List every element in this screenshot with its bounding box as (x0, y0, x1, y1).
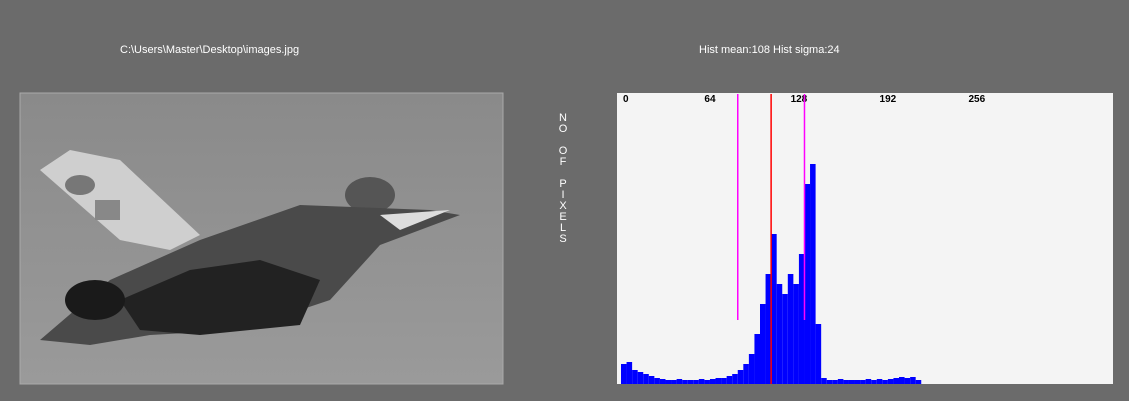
histogram-bar (765, 274, 772, 384)
image-preview (19, 92, 504, 385)
histogram-bar (687, 380, 694, 384)
histogram-bar (876, 379, 883, 384)
file-path: C:\Users\Master\Desktop\images.jpg (120, 44, 300, 56)
x-tick-label: 256 (968, 94, 985, 105)
histogram-bar (721, 378, 727, 384)
histogram-bar (654, 378, 660, 384)
histogram-bar (887, 379, 894, 384)
histogram-bar (659, 379, 666, 384)
histogram-bar (782, 294, 788, 384)
histogram-bar (832, 380, 838, 384)
histogram-bar (771, 234, 777, 384)
histogram-bar (798, 254, 805, 384)
x-tick-label: 192 (880, 94, 897, 105)
mean-label: Hist mean: (699, 44, 752, 56)
histogram-bar (682, 380, 688, 384)
histogram-bar (698, 379, 705, 384)
histogram-bar (709, 379, 716, 384)
histogram-bar (826, 380, 833, 384)
histogram-bar (743, 364, 749, 384)
x-tick-label: 0 (623, 94, 629, 105)
histogram-bar (693, 380, 699, 384)
histogram-bar (810, 164, 816, 384)
histogram-bar (865, 379, 872, 384)
histogram-bar (776, 284, 783, 384)
histogram-bar (787, 274, 794, 384)
histogram-bar (793, 284, 799, 384)
histogram-bar (882, 380, 888, 384)
histogram-bar (748, 354, 755, 384)
y-axis-label: NO OF PIXELS (557, 112, 569, 244)
histogram-bar (676, 379, 683, 384)
histogram-bar (915, 380, 922, 384)
histogram-bar (837, 379, 844, 384)
histogram-panel (617, 93, 1113, 384)
histogram-bar (854, 380, 861, 384)
histogram-bar (754, 334, 760, 384)
x-tick-label: 128 (791, 94, 808, 105)
histogram-bar (904, 378, 911, 384)
sigma-value: 24 (827, 44, 840, 56)
histogram-bar (643, 374, 649, 384)
histogram-bar (726, 376, 733, 384)
histogram-bar (910, 377, 916, 384)
histogram-bar (621, 364, 627, 384)
hist-stats: Hist mean:108 Hist sigma:24 (699, 44, 840, 56)
mean-value: 108 (751, 44, 770, 56)
histogram-bar (843, 380, 849, 384)
histogram-bar (871, 380, 877, 384)
histogram-bar (626, 362, 633, 384)
histogram-bar (760, 304, 766, 384)
histogram-bar (860, 380, 866, 384)
histogram-bar (848, 380, 855, 384)
histogram-bar (821, 378, 827, 384)
x-tick-label: 64 (704, 94, 716, 105)
histogram-bar (899, 377, 905, 384)
histogram-background (617, 93, 1113, 384)
histogram-bar (815, 324, 822, 384)
histogram-bar (737, 370, 744, 384)
histogram-bar (648, 376, 655, 384)
histogram-bar (715, 378, 722, 384)
histogram-bar (893, 378, 899, 384)
histogram-bar (671, 380, 677, 384)
sigma-label: Hist sigma: (773, 44, 828, 56)
histogram-bar (665, 380, 672, 384)
histogram-bar (632, 370, 638, 384)
histogram-bar (637, 372, 644, 384)
histogram-bar (704, 380, 710, 384)
histogram-bar (804, 184, 811, 384)
histogram-bar (732, 374, 738, 384)
